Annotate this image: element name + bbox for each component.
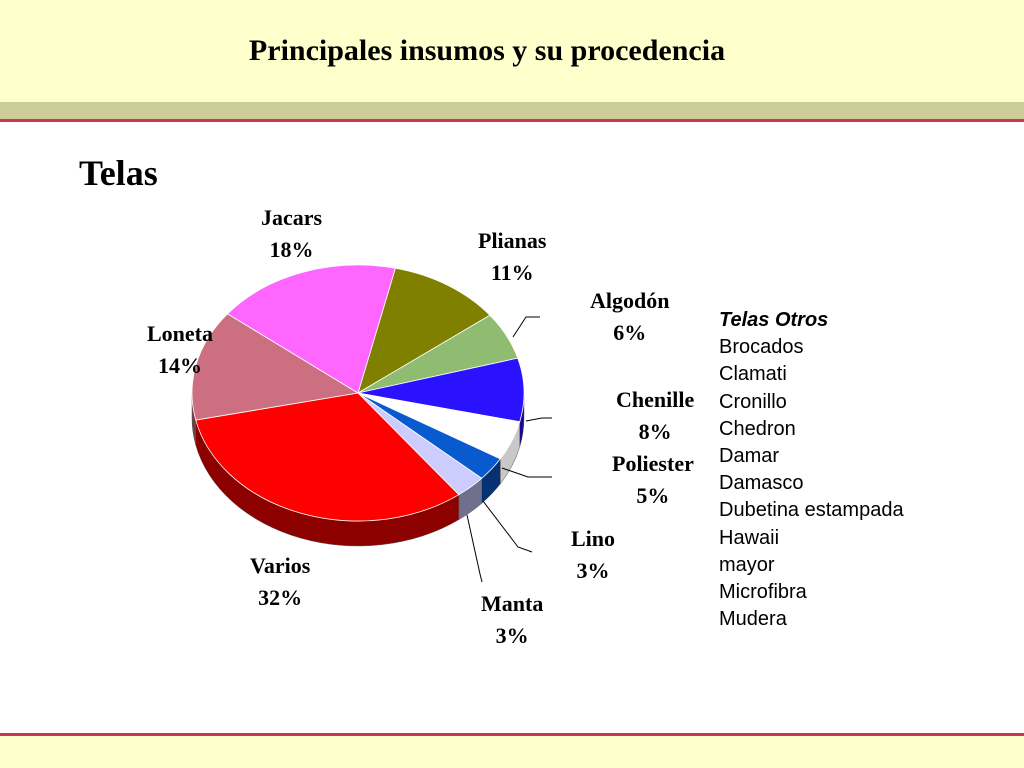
others-legend-item: Microfibra	[719, 581, 807, 604]
others-legend-item: Mudera	[719, 608, 787, 631]
others-legend-item: Clamati	[719, 363, 787, 386]
others-legend-item: Hawaii	[719, 526, 780, 549]
footer-rule	[0, 733, 1024, 736]
slice-name: Loneta	[147, 321, 213, 346]
slice-value: 8%	[638, 419, 672, 444]
slice-value: 5%	[636, 483, 670, 508]
others-legend-title: Telas Otros	[719, 309, 829, 331]
slice-label-loneta: Loneta 14%	[147, 318, 213, 382]
pie-slice-plianas	[357, 267, 491, 394]
slice-name: Jacars	[261, 205, 323, 230]
slice-name: Varios	[250, 553, 311, 578]
pie-slice-loneta	[191, 313, 360, 421]
leader-lines	[466, 316, 552, 583]
footer-band	[0, 736, 1024, 768]
slice-value: 3%	[576, 558, 610, 583]
slice-value: 18%	[269, 237, 314, 262]
others-legend-item: mayor	[719, 553, 775, 576]
others-legend-item: Damar	[719, 445, 780, 468]
slice-label-chenille: Chenille 8%	[616, 384, 694, 448]
others-legend-item: Dubetina estampada	[719, 499, 904, 522]
header-band	[0, 0, 1024, 102]
pie-top	[191, 264, 525, 522]
others-legend-item: Damasco	[719, 472, 804, 495]
slice-name: Algodón	[590, 288, 670, 313]
leader-line	[512, 316, 540, 338]
leader-line	[501, 467, 552, 478]
slice-value: 32%	[258, 585, 303, 610]
slice-value: 14%	[158, 353, 202, 378]
slice-name: Manta	[481, 591, 544, 616]
others-legend-item: Brocados	[719, 336, 804, 359]
slice-value: 6%	[613, 320, 647, 345]
slice-label-plianas: Plianas 11%	[478, 225, 546, 289]
slice-label-lino: Lino 3%	[571, 523, 615, 587]
slice-value: 11%	[490, 260, 534, 285]
leader-line	[525, 417, 552, 422]
slice-name: Lino	[571, 526, 616, 551]
slice-name: Poliester	[612, 451, 694, 476]
slice-name: Chenille	[616, 387, 695, 412]
slice-label-algodon: Algodón 6%	[590, 285, 669, 349]
slice-label-jacars: Jacars 18%	[261, 202, 322, 266]
leader-line	[466, 514, 483, 583]
others-legend-item: Chedron	[719, 417, 796, 440]
slice-label-manta: Manta 3%	[481, 588, 543, 652]
header-rule	[0, 119, 1024, 122]
header-accent-bar	[0, 102, 1024, 119]
page-title: Principales insumos y su procedencia	[248, 34, 726, 67]
slice-label-varios: Varios 32%	[250, 550, 310, 614]
slice-value: 3%	[495, 623, 529, 648]
section-heading: Telas	[79, 153, 158, 193]
leader-line	[482, 500, 533, 553]
others-legend-item: Cronillo	[719, 390, 787, 413]
slice-label-poliester: Poliester 5%	[612, 448, 694, 512]
others-legend: Telas Otros Brocados Clamati Cronillo Ch…	[719, 307, 904, 633]
pie-slice-varios	[195, 392, 460, 522]
slice-name: Plianas	[478, 228, 547, 253]
pie-slice-jacars	[226, 264, 396, 394]
